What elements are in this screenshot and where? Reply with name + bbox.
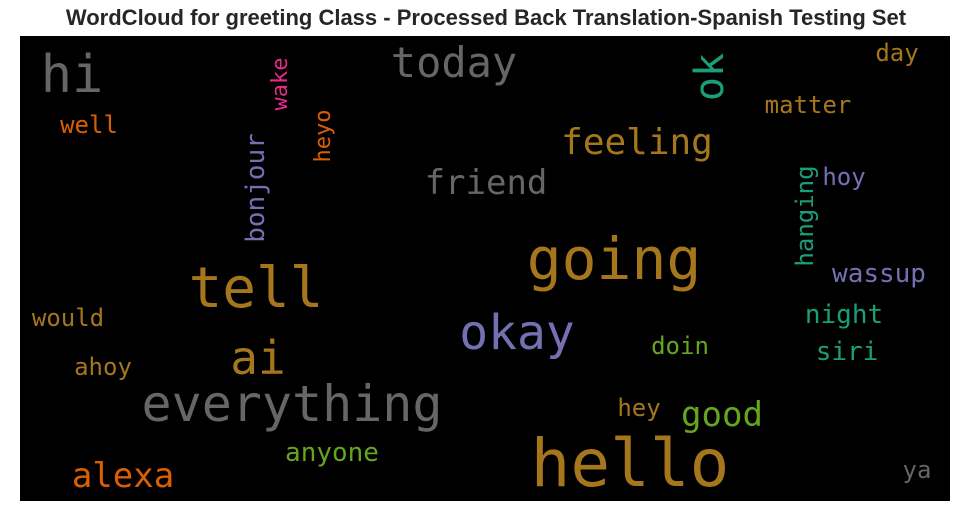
wordcloud-canvas: hello going tell everything okay hi ai today ok f… bbox=[20, 36, 950, 501]
word-hi: hi bbox=[40, 45, 104, 105]
word-hey: hey bbox=[617, 394, 661, 422]
word-ahoy: ahoy bbox=[74, 353, 132, 381]
word-hanging: hanging bbox=[791, 165, 819, 267]
word-everything: everything bbox=[141, 375, 443, 433]
word-alexa: alexa bbox=[71, 456, 175, 496]
word-night: night bbox=[804, 300, 884, 330]
word-feeling: feeling bbox=[561, 122, 713, 163]
word-wassup: wassup bbox=[832, 259, 926, 289]
word-hoy: hoy bbox=[822, 163, 866, 191]
word-good: good bbox=[681, 395, 763, 435]
word-going: going bbox=[526, 225, 702, 293]
word-okay: okay bbox=[459, 305, 575, 361]
word-ok: ok bbox=[687, 52, 733, 102]
word-ya: ya bbox=[902, 456, 932, 484]
word-matter: matter bbox=[764, 91, 852, 119]
word-day: day bbox=[875, 39, 919, 67]
word-hello: hello bbox=[530, 425, 730, 501]
word-heyo: heyo bbox=[311, 109, 336, 163]
word-bonjour: bonjour bbox=[241, 133, 271, 243]
word-ai: ai bbox=[230, 331, 286, 385]
word-today: today bbox=[390, 38, 518, 87]
word-siri: siri bbox=[815, 337, 879, 367]
word-anyone: anyone bbox=[285, 438, 379, 468]
word-tell: tell bbox=[188, 256, 324, 321]
word-wake: wake bbox=[268, 57, 293, 111]
word-doin: doin bbox=[651, 332, 709, 360]
word-would: would bbox=[31, 304, 105, 332]
word-friend: friend bbox=[424, 163, 548, 203]
chart-title: WordCloud for greeting Class - Processed… bbox=[65, 5, 907, 30]
word-well: well bbox=[60, 111, 118, 139]
